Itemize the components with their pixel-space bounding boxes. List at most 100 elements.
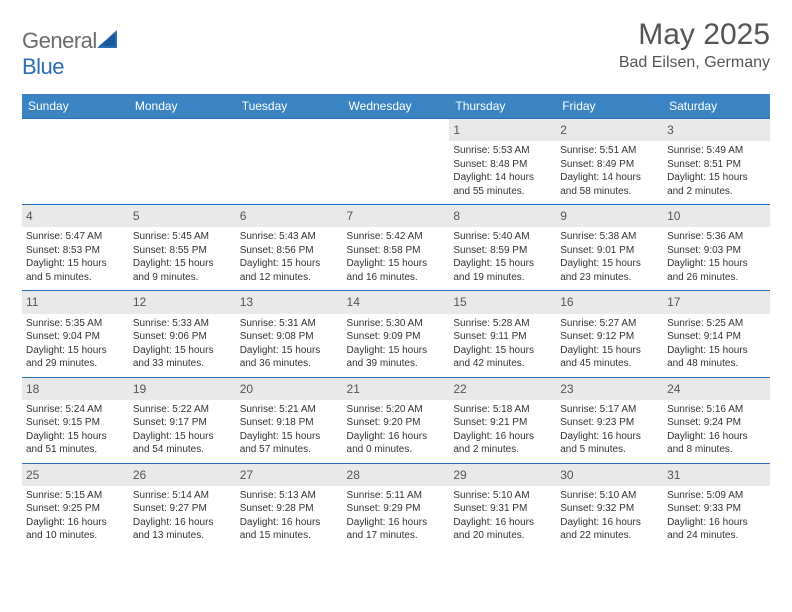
day-number: 21 [343, 378, 450, 400]
daylight-text-1: Daylight: 16 hours [560, 430, 659, 444]
calendar-day: 25Sunrise: 5:15 AMSunset: 9:25 PMDayligh… [22, 463, 129, 549]
daylight-text-2: and 12 minutes. [240, 271, 339, 285]
sunrise-text: Sunrise: 5:33 AM [133, 317, 232, 331]
sunrise-text: Sunrise: 5:25 AM [667, 317, 766, 331]
calendar-week: 11 Sunrise: 5:35 AMSunset: 9:04 PM Dayligh… [22, 291, 770, 377]
day-number: 15 [449, 291, 556, 313]
calendar-day: 19Sunrise: 5:22 AMSunset: 9:17 PMDayligh… [129, 377, 236, 463]
day-number: 29 [449, 464, 556, 486]
day-number: 11 [22, 291, 129, 313]
sunset-text: Sunset: 8:53 PM [26, 244, 125, 258]
daylight-text-2: and 16 minutes. [347, 271, 446, 285]
sunset-text: Sunset: 8:58 PM [347, 244, 446, 258]
calendar-day: 8Sunrise: 5:40 AMSunset: 8:59 PMDaylight… [449, 205, 556, 291]
sunset-text: Sunset: 9:32 PM [560, 502, 659, 516]
sunrise-text: Sunrise: 5:30 AM [347, 317, 446, 331]
calendar-day: 20Sunrise: 5:21 AMSunset: 9:18 PMDayligh… [236, 377, 343, 463]
sunset-text: Sunset: 9:12 PM [560, 330, 659, 344]
day-number: 2 [556, 119, 663, 141]
daylight-text-1: Daylight: 15 hours [240, 257, 339, 271]
calendar-day: 10Sunrise: 5:36 AMSunset: 9:03 PMDayligh… [663, 205, 770, 291]
sunrise-text: Sunrise: 5:53 AM [453, 144, 552, 158]
daylight-text-2: and 45 minutes. [560, 357, 659, 371]
daylight-text-1: Daylight: 15 hours [667, 344, 766, 358]
sunrise-text: Sunrise: 5:27 AM [560, 317, 659, 331]
day-number: 22 [449, 378, 556, 400]
daylight-text-1: Daylight: 15 hours [560, 257, 659, 271]
sunset-text: Sunset: 9:27 PM [133, 502, 232, 516]
daylight-text-1: Daylight: 15 hours [347, 257, 446, 271]
calendar-table: SundayMondayTuesdayWednesdayThursdayFrid… [22, 94, 770, 549]
daylight-text-2: and 36 minutes. [240, 357, 339, 371]
sunset-text: Sunset: 9:29 PM [347, 502, 446, 516]
calendar-day: 2Sunrise: 5:51 AMSunset: 8:49 PMDaylight… [556, 119, 663, 205]
daylight-text-1: Daylight: 15 hours [26, 430, 125, 444]
sunrise-text: Sunrise: 5:14 AM [133, 489, 232, 503]
daylight-text-1: Daylight: 16 hours [667, 516, 766, 530]
calendar-day: 13Sunrise: 5:31 AMSunset: 9:08 PMDayligh… [236, 291, 343, 377]
sunset-text: Sunset: 9:33 PM [667, 502, 766, 516]
daylight-text-2: and 22 minutes. [560, 529, 659, 543]
daylight-text-2: and 15 minutes. [240, 529, 339, 543]
day-number: 5 [129, 205, 236, 227]
sunset-text: Sunset: 8:59 PM [453, 244, 552, 258]
sunrise-text: Sunrise: 5:16 AM [667, 403, 766, 417]
day-number: 12 [129, 291, 236, 313]
sunset-text: Sunset: 9:25 PM [26, 502, 125, 516]
daylight-text-2: and 33 minutes. [133, 357, 232, 371]
calendar-day: 1Sunrise: 5:53 AMSunset: 8:48 PMDaylight… [449, 119, 556, 205]
daylight-text-2: and 29 minutes. [26, 357, 125, 371]
daylight-text-1: Daylight: 15 hours [453, 344, 552, 358]
calendar-day: 17Sunrise: 5:25 AMSunset: 9:14 PMDayligh… [663, 291, 770, 377]
daylight-text-2: and 26 minutes. [667, 271, 766, 285]
calendar-day: 9Sunrise: 5:38 AMSunset: 9:01 PMDaylight… [556, 205, 663, 291]
sunrise-text: Sunrise: 5:28 AM [453, 317, 552, 331]
sunrise-text: Sunrise: 5:40 AM [453, 230, 552, 244]
sail-icon [97, 30, 119, 48]
sunrise-text: Sunrise: 5:42 AM [347, 230, 446, 244]
sunset-text: Sunset: 9:31 PM [453, 502, 552, 516]
calendar-day: 22Sunrise: 5:18 AMSunset: 9:21 PMDayligh… [449, 377, 556, 463]
sunset-text: Sunset: 8:56 PM [240, 244, 339, 258]
sunrise-text: Sunrise: 5:45 AM [133, 230, 232, 244]
day-number: 10 [663, 205, 770, 227]
weekday-header: Tuesday [236, 94, 343, 119]
calendar-day: 27Sunrise: 5:13 AMSunset: 9:28 PMDayligh… [236, 463, 343, 549]
daylight-text-1: Daylight: 16 hours [240, 516, 339, 530]
calendar-day: 18Sunrise: 5:24 AMSunset: 9:15 PMDayligh… [22, 377, 129, 463]
daylight-text-2: and 23 minutes. [560, 271, 659, 285]
weekday-header: Wednesday [343, 94, 450, 119]
day-number: 20 [236, 378, 343, 400]
daylight-text-1: Daylight: 15 hours [133, 344, 232, 358]
calendar-week: 4Sunrise: 5:47 AMSunset: 8:53 PMDaylight… [22, 205, 770, 291]
daylight-text-2: and 58 minutes. [560, 185, 659, 199]
sunset-text: Sunset: 9:09 PM [347, 330, 446, 344]
sunrise-text: Sunrise: 5:20 AM [347, 403, 446, 417]
sunrise-text: Sunrise: 5:18 AM [453, 403, 552, 417]
daylight-text-2: and 13 minutes. [133, 529, 232, 543]
day-number: 1 [449, 119, 556, 141]
sunrise-text: Sunrise: 5:38 AM [560, 230, 659, 244]
calendar-day: 12Sunrise: 5:33 AMSunset: 9:06 PMDayligh… [129, 291, 236, 377]
daylight-text-1: Daylight: 15 hours [133, 257, 232, 271]
day-number: 30 [556, 464, 663, 486]
daylight-text-2: and 24 minutes. [667, 529, 766, 543]
daylight-text-1: Daylight: 16 hours [133, 516, 232, 530]
sunset-text: Sunset: 9:04 PM [26, 330, 125, 344]
daylight-text-1: Daylight: 16 hours [453, 516, 552, 530]
calendar-day: 30Sunrise: 5:10 AMSunset: 9:32 PMDayligh… [556, 463, 663, 549]
calendar-week: 18Sunrise: 5:24 AMSunset: 9:15 PMDayligh… [22, 377, 770, 463]
sunset-text: Sunset: 9:11 PM [453, 330, 552, 344]
calendar-week: ....1Sunrise: 5:53 AMSunset: 8:48 PMDayl… [22, 119, 770, 205]
daylight-text-1: Daylight: 16 hours [347, 430, 446, 444]
weekday-header: Monday [129, 94, 236, 119]
day-number: 4 [22, 205, 129, 227]
daylight-text-2: and 48 minutes. [667, 357, 766, 371]
calendar-day-empty: . [236, 119, 343, 205]
sunset-text: Sunset: 9:14 PM [667, 330, 766, 344]
daylight-text-2: and 2 minutes. [667, 185, 766, 199]
sunset-text: Sunset: 9:17 PM [133, 416, 232, 430]
sunrise-text: Sunrise: 5:31 AM [240, 317, 339, 331]
sunrise-text: Sunrise: 5:35 AM [26, 317, 125, 331]
sunrise-text: Sunrise: 5:10 AM [453, 489, 552, 503]
